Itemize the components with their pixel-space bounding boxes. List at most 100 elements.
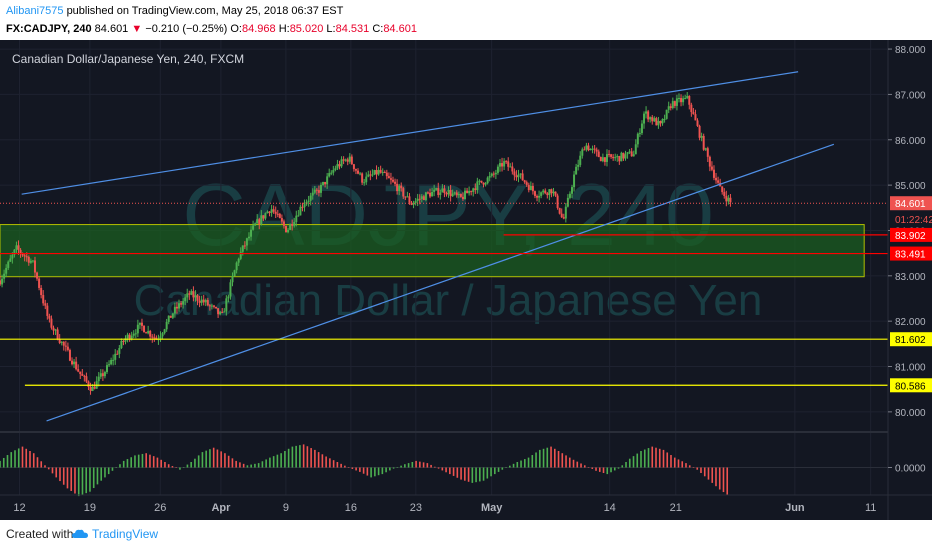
oscillator-bar [482, 467, 485, 481]
candle-up [601, 157, 604, 162]
candle-up [431, 191, 434, 197]
candle-up [73, 361, 76, 365]
candle-up [91, 386, 94, 391]
candle-down [75, 361, 78, 370]
candle-up [99, 373, 102, 377]
oscillator-bar [715, 467, 717, 487]
oscillator-bar [374, 467, 376, 477]
candle-up [311, 192, 314, 196]
candle-down [505, 161, 508, 163]
candle-up [577, 164, 580, 167]
candle-down [93, 386, 96, 389]
drawn-lines [0, 71, 888, 422]
oscillator-bar [512, 463, 515, 468]
chart-area[interactable]: CADJPY, 240 Canadian Dollar / Japanese Y… [0, 40, 932, 520]
candle-up [677, 98, 680, 100]
oscillator-bar [658, 448, 661, 468]
tradingview-logo[interactable]: TradingView [72, 527, 158, 541]
candle-up [636, 133, 639, 145]
level-price-label: 81.602 [895, 335, 926, 346]
oscillator-bar [261, 461, 264, 468]
candle-up [322, 181, 325, 185]
candle-down [56, 329, 59, 340]
oscillator-bar [583, 465, 586, 468]
oscillator-bar [610, 467, 612, 473]
oscillator-bar [287, 448, 290, 468]
time-tick-label: 21 [670, 502, 682, 514]
price-tick-label: 80.000 [895, 408, 926, 419]
candle-down [79, 371, 82, 375]
candle-down [595, 149, 598, 152]
candle-down [44, 303, 47, 306]
oscillator-bar [332, 460, 335, 468]
candle-up [31, 260, 34, 262]
tradingview-brand: TradingView [92, 527, 159, 541]
time-tick-label: May [481, 502, 503, 514]
candle-down [715, 177, 718, 181]
candle-down [474, 188, 477, 191]
candle-down [521, 173, 524, 181]
candle-up [381, 172, 384, 174]
candle-down [268, 211, 271, 213]
candle-up [367, 174, 370, 177]
candle-down [531, 185, 534, 192]
oscillator-bar [66, 467, 69, 489]
candle-up [406, 196, 409, 198]
candle-up [159, 336, 162, 340]
candle-up [486, 177, 489, 184]
author-link[interactable]: Alibani7575 [6, 5, 64, 17]
oscillator-bar [171, 466, 174, 468]
oscillator-bar [625, 462, 627, 468]
candle-up [420, 196, 423, 199]
candle-up [441, 188, 444, 193]
oscillator-bar [587, 467, 590, 468]
candle-down [396, 183, 399, 192]
candle-up [190, 291, 193, 295]
oscillator-bar [434, 466, 436, 468]
candle-up [628, 151, 631, 153]
candles [0, 91, 732, 395]
candle-down [445, 193, 448, 195]
candle-up [453, 192, 456, 194]
candle-up [307, 200, 310, 202]
candlestick-chart[interactable]: CADJPY, 240 Canadian Dollar / Japanese Y… [0, 40, 932, 520]
candle-up [194, 295, 197, 298]
trendline [46, 143, 835, 422]
candle-down [387, 176, 390, 179]
candle-down [206, 299, 209, 306]
high-label: H: [278, 23, 290, 35]
oscillator-bar [272, 456, 275, 468]
oscillator-bar [516, 462, 519, 468]
candle-down [690, 104, 693, 113]
candle-down [556, 195, 559, 208]
candle-down [507, 161, 510, 167]
candle-up [573, 174, 576, 188]
candle-down [511, 166, 514, 172]
time-tick-label: 26 [154, 502, 166, 514]
candle-down [77, 369, 80, 372]
oscillator-bar [111, 467, 114, 471]
candle-down [459, 193, 462, 197]
oscillator-bar [254, 463, 256, 468]
candle-up [665, 109, 668, 119]
oscillator-bar [445, 467, 447, 473]
candle-up [490, 173, 493, 176]
oscillator-bar [490, 467, 492, 477]
oscillator-bar [456, 467, 459, 478]
candle-down [58, 339, 61, 343]
candle-up [332, 169, 335, 173]
candle-up [241, 245, 244, 252]
candle-up [120, 340, 123, 349]
candle-up [476, 181, 479, 191]
candle-down [66, 346, 69, 350]
candle-down [285, 225, 288, 233]
candle-down [673, 101, 676, 106]
candle-up [103, 372, 106, 377]
oscillator-bar [572, 459, 575, 468]
candle-up [727, 197, 730, 202]
candle-up [344, 159, 347, 161]
candle-up [552, 191, 555, 194]
candle-up [605, 154, 608, 162]
oscillator-bar [366, 467, 369, 476]
oscillator-bar [471, 467, 474, 483]
